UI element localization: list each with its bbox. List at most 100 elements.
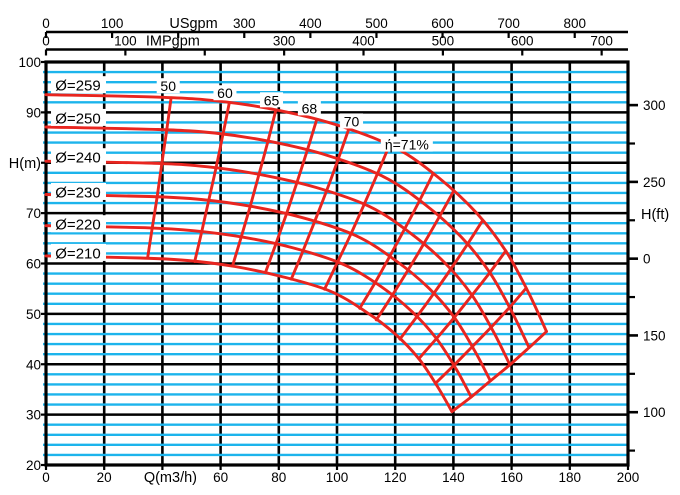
h-ft-axis: 300 250 0 150 100 H(ft) bbox=[628, 98, 669, 452]
impeller-label-250: Ø=250 bbox=[51, 108, 107, 127]
impgpm-tick-label: 500 bbox=[432, 34, 455, 49]
impeller-label-text: Ø=250 bbox=[55, 110, 100, 127]
impeller-curve-240 bbox=[44, 159, 512, 367]
usgpm-tick-label: 800 bbox=[563, 16, 586, 31]
efficiency-label-68: 68 bbox=[297, 100, 321, 116]
impeller-label-text: Ø=210 bbox=[55, 245, 100, 262]
efficiency-label-text: 65 bbox=[264, 92, 280, 108]
impeller-label-text: Ø=220 bbox=[55, 217, 100, 234]
efficiency-label-text: 70 bbox=[344, 113, 360, 129]
impeller-label-text: Ø=230 bbox=[55, 184, 100, 201]
impeller-label-bg bbox=[51, 108, 107, 126]
impeller-label-210: Ø=210 bbox=[51, 243, 107, 262]
impeller-label-bg bbox=[51, 243, 107, 261]
efficiency-label-bg bbox=[156, 78, 180, 94]
impgpm-tick-label: 300 bbox=[273, 34, 296, 49]
impeller-curve-220 bbox=[44, 224, 473, 399]
efficiency-label-bg bbox=[213, 85, 237, 101]
usgpm-tick-label: 500 bbox=[365, 16, 388, 31]
efficiency-label-65: 65 bbox=[260, 92, 284, 108]
impeller-label-bg bbox=[51, 148, 107, 166]
impeller-curve-210 bbox=[44, 254, 454, 414]
efficiency-line-right-6 bbox=[358, 172, 435, 310]
usgpm-tick-label: 0 bbox=[42, 16, 50, 31]
q-tick-label: 160 bbox=[500, 470, 523, 485]
efficiency-label-bg bbox=[340, 113, 364, 129]
h-m-axis-title: H(m) bbox=[9, 156, 41, 172]
q-tick-label: 140 bbox=[442, 470, 465, 485]
impgpm-tick-label: 700 bbox=[590, 34, 613, 49]
h-ft-tick-label: 150 bbox=[643, 328, 666, 343]
usgpm-tick-label: 100 bbox=[101, 16, 124, 31]
h-m-tick-label: 40 bbox=[26, 357, 41, 372]
q-tick-label: 60 bbox=[213, 470, 228, 485]
h-ft-tick-label: 0 bbox=[643, 252, 651, 267]
q-tick-label: 200 bbox=[617, 470, 640, 485]
impgpm-tick-label: 600 bbox=[511, 34, 534, 49]
q-tick-label: 20 bbox=[97, 470, 112, 485]
usgpm-tick-label: 300 bbox=[233, 16, 256, 31]
efficiency-label-bg bbox=[297, 100, 321, 116]
h-m-tick-label: 100 bbox=[18, 55, 41, 70]
q-axis: 0 20 Q(m3/h) 60 80 100 120 140 160 180 200 bbox=[42, 465, 639, 486]
q-tick-label: 80 bbox=[271, 470, 286, 485]
h-ft-axis-title: H(ft) bbox=[641, 207, 669, 223]
efficiency-line-60 bbox=[193, 101, 231, 263]
efficiency-line-68 bbox=[263, 118, 319, 275]
impeller-curve-250 bbox=[44, 125, 531, 350]
impgpm-axis: 0 100 IMPgpm 300 400 500 600 700 bbox=[42, 34, 628, 56]
efficiency-label-bg bbox=[260, 92, 284, 108]
efficiency-label-50: 50 bbox=[156, 78, 180, 94]
efficiency-label-text: 68 bbox=[302, 100, 318, 116]
q-axis-title: Q(m3/h) bbox=[144, 470, 197, 486]
impeller-label-bg bbox=[51, 215, 107, 233]
h-ft-tick-label: 100 bbox=[643, 405, 666, 420]
efficiency-label-bg bbox=[380, 136, 433, 152]
efficiency-line-right-9 bbox=[417, 249, 508, 361]
impeller-label-240: Ø=240 bbox=[51, 148, 107, 167]
impgpm-axis-title: IMPgpm bbox=[146, 34, 200, 50]
impgpm-tick-label: 400 bbox=[352, 34, 375, 49]
q-tick-label: 180 bbox=[559, 470, 582, 485]
usgpm-axis: 0 100 USgpm 300 400 500 600 700 800 bbox=[42, 16, 628, 38]
efficiency-line-70 bbox=[289, 128, 351, 281]
efficiency-line-50 bbox=[146, 96, 173, 260]
efficiency-label-text: 50 bbox=[160, 78, 176, 94]
impeller-label-bg bbox=[51, 182, 107, 200]
impeller-label-230: Ø=230 bbox=[51, 182, 107, 201]
efficiency-line-right-7 bbox=[374, 190, 455, 322]
efficiency-label-text: 60 bbox=[217, 85, 233, 101]
efficiency-line-right-10 bbox=[433, 286, 528, 385]
impgpm-tick-label: 0 bbox=[42, 34, 50, 49]
usgpm-tick-label: 700 bbox=[497, 16, 520, 31]
usgpm-axis-title: USgpm bbox=[169, 16, 217, 32]
h-m-tick-label: 20 bbox=[26, 458, 41, 473]
efficiency-line-71 bbox=[323, 143, 391, 291]
usgpm-tick-label: 400 bbox=[299, 16, 322, 31]
efficiency-label-60: 60 bbox=[213, 85, 237, 101]
h-m-tick-label: 60 bbox=[26, 257, 41, 272]
q-tick-label: 0 bbox=[42, 470, 50, 485]
impgpm-tick-label: 100 bbox=[114, 34, 137, 49]
impeller-label-text: Ø=240 bbox=[55, 150, 100, 167]
h-ft-tick-label: 300 bbox=[643, 98, 666, 113]
efficiency-label-70: 70 bbox=[340, 113, 364, 129]
impeller-label-text: Ø=259 bbox=[55, 78, 100, 95]
grid-minor bbox=[43, 70, 628, 457]
curve-labels: Ø=259 Ø=250 Ø=240 Ø=230 Ø=220 Ø=210 50 60 65 68 70… bbox=[51, 76, 433, 262]
impeller-label-259: Ø=259 bbox=[51, 76, 107, 95]
impeller-curve-230 bbox=[44, 193, 492, 383]
q-tick-label: 100 bbox=[326, 470, 349, 485]
impeller-label-220: Ø=220 bbox=[51, 215, 107, 234]
efficiency-label-text: ή=71% bbox=[385, 137, 429, 153]
max-flow-line bbox=[450, 330, 548, 414]
efficiency-line-right-8 bbox=[398, 219, 484, 341]
q-tick-label: 120 bbox=[384, 470, 407, 485]
usgpm-tick-label: 600 bbox=[431, 16, 454, 31]
h-m-tick-label: 30 bbox=[26, 408, 41, 423]
efficiency-label-71: ή=71% bbox=[380, 136, 433, 153]
h-m-tick-label: 90 bbox=[26, 105, 41, 120]
efficiency-line-65 bbox=[231, 108, 278, 268]
